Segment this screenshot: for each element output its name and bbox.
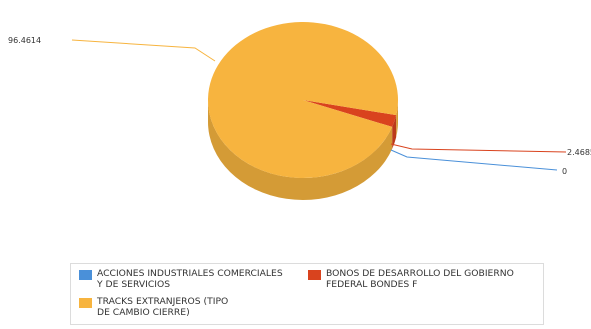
leader-line-2 — [71, 39, 216, 62]
legend-item-bonos[interactable]: BONOS DE DESARROLLO DEL GOBIERNO FEDERAL… — [308, 268, 514, 290]
legend-label-bonos: BONOS DE DESARROLLO DEL GOBIERNO FEDERAL… — [326, 268, 514, 290]
legend: ACCIONES INDUSTRIALES COMERCIALES Y DE S… — [70, 263, 544, 325]
data-label-2: 96.4614 — [8, 36, 41, 45]
pie-3d-side — [208, 100, 398, 200]
pie-slice-1[interactable] — [303, 100, 397, 127]
legend-label-tracks: TRACKS EXTRANJEROS (TIPO DE CAMBIO CIERR… — [97, 296, 229, 318]
pie-slices — [208, 21, 398, 178]
legend-swatch-tracks — [79, 298, 92, 308]
data-label-1: 2.4685 — [567, 148, 591, 157]
pie-side-2 — [208, 100, 393, 200]
pie-slice-2[interactable] — [208, 21, 398, 178]
pie-side-1 — [392, 115, 397, 149]
leader-line-1 — [390, 143, 567, 153]
legend-swatch-bonos — [308, 270, 321, 280]
data-labels: 0 2.4685 96.4614 — [8, 36, 591, 176]
pie-side-2 — [396, 100, 398, 138]
data-label-0: 0 — [562, 167, 567, 176]
legend-swatch-acciones — [79, 270, 92, 280]
legend-item-acciones[interactable]: ACCIONES INDUSTRIALES COMERCIALES Y DE S… — [79, 268, 283, 290]
legend-label-acciones: ACCIONES INDUSTRIALES COMERCIALES Y DE S… — [97, 268, 283, 290]
legend-item-tracks[interactable]: TRACKS EXTRANJEROS (TIPO DE CAMBIO CIERR… — [79, 296, 229, 318]
leader-line-0 — [390, 149, 558, 171]
